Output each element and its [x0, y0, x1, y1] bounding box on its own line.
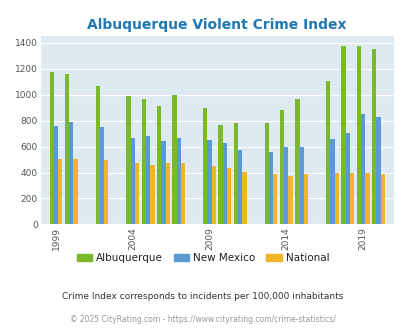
Text: © 2025 CityRating.com - https://www.cityrating.com/crime-statistics/: © 2025 CityRating.com - https://www.city… [70, 315, 335, 324]
Bar [303, 175, 307, 224]
Bar [375, 117, 379, 224]
Bar [284, 147, 288, 224]
Bar [325, 81, 329, 224]
Bar [288, 176, 292, 224]
Bar [141, 99, 145, 224]
Bar [356, 46, 360, 224]
Bar [299, 147, 303, 224]
Bar [157, 106, 161, 224]
Bar [294, 99, 299, 224]
Bar [264, 123, 268, 224]
Bar [237, 150, 242, 224]
Bar [233, 122, 237, 224]
Bar [360, 114, 364, 224]
Legend: Albuquerque, New Mexico, National: Albuquerque, New Mexico, National [72, 249, 333, 267]
Bar [150, 165, 154, 224]
Bar [334, 173, 338, 224]
Bar [145, 136, 150, 224]
Bar [349, 173, 353, 224]
Bar [95, 85, 100, 224]
Bar [222, 143, 226, 224]
Bar [329, 140, 334, 224]
Bar [279, 110, 283, 224]
Bar [218, 124, 222, 224]
Bar [126, 96, 130, 224]
Bar [54, 126, 58, 224]
Bar [341, 46, 345, 224]
Bar [207, 140, 211, 224]
Bar [181, 163, 185, 224]
Bar [172, 95, 176, 224]
Bar [161, 141, 165, 224]
Bar [69, 122, 73, 224]
Bar [58, 159, 62, 224]
Bar [242, 172, 246, 224]
Bar [379, 175, 384, 224]
Bar [364, 173, 369, 224]
Bar [211, 166, 215, 224]
Bar [73, 159, 78, 224]
Bar [273, 174, 277, 224]
Bar [268, 152, 273, 224]
Bar [165, 163, 169, 224]
Bar [130, 138, 134, 224]
Text: Crime Index corresponds to incidents per 100,000 inhabitants: Crime Index corresponds to incidents per… [62, 292, 343, 301]
Title: Albuquerque Violent Crime Index: Albuquerque Violent Crime Index [87, 18, 346, 32]
Bar [65, 74, 69, 224]
Bar [134, 163, 139, 224]
Bar [100, 127, 104, 224]
Bar [345, 133, 349, 224]
Bar [226, 168, 231, 224]
Bar [49, 72, 54, 224]
Bar [371, 49, 375, 224]
Bar [104, 160, 108, 224]
Bar [202, 108, 207, 224]
Bar [176, 138, 181, 224]
